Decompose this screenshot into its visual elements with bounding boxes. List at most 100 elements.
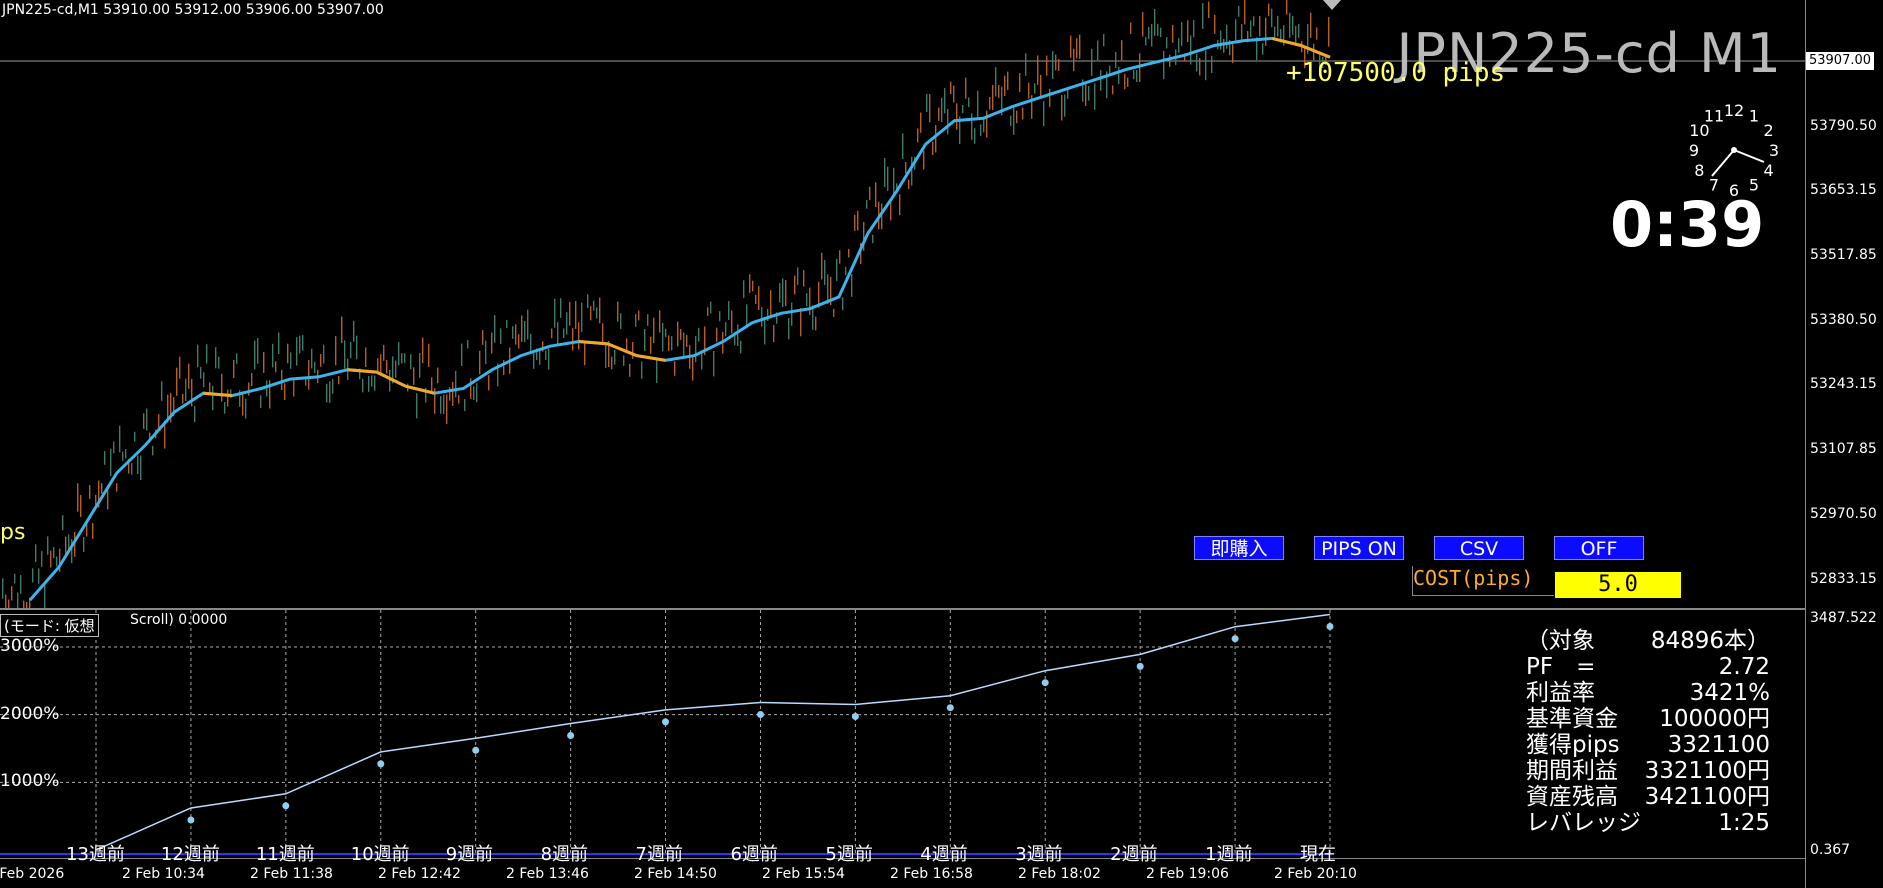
stat-value: 3421% (1689, 680, 1770, 706)
candle (503, 360, 505, 375)
candle (599, 297, 601, 324)
candle (827, 274, 829, 304)
candle (95, 494, 97, 505)
candle (53, 547, 55, 559)
time-axis-label: 2 Feb 15:54 (762, 866, 845, 882)
candle (650, 336, 652, 354)
candle (557, 322, 559, 344)
pips-on-button[interactable]: PIPS ON (1314, 536, 1404, 560)
candle (1325, 54, 1327, 65)
candle (527, 309, 529, 340)
week-label: 6週前 (730, 844, 778, 865)
candle (1085, 82, 1087, 106)
candle (947, 109, 949, 135)
mode-label[interactable]: (モード: 仮想 (0, 614, 99, 637)
candle (311, 348, 313, 369)
candle (314, 361, 316, 374)
candle (1109, 65, 1111, 74)
csv-button[interactable]: CSV (1434, 536, 1524, 560)
time-axis-label: 2 Feb 13:46 (506, 866, 589, 882)
candle (356, 335, 358, 360)
equity-point (662, 718, 669, 726)
candle (1238, 5, 1240, 17)
stat-row: 基準資金 100000円 (1526, 706, 1770, 732)
candle (674, 361, 676, 376)
ma-down-segment (376, 370, 407, 388)
candle (206, 344, 208, 364)
candle (587, 294, 589, 309)
ma-down-segment (1271, 36, 1302, 47)
candle (881, 203, 883, 230)
candle (242, 391, 244, 416)
stat-row: （対象 84896本） (1526, 628, 1770, 654)
candle (401, 353, 403, 364)
buy-now-button[interactable]: 即購入 (1194, 536, 1284, 560)
candle (383, 344, 385, 361)
candle (1328, 16, 1330, 47)
time-axis-border (0, 858, 1806, 859)
candle (869, 186, 871, 201)
candle (785, 279, 787, 307)
candle (476, 383, 478, 403)
equity-chart[interactable] (0, 610, 1806, 858)
stat-label: 基準資金 (1526, 706, 1618, 732)
candle (212, 385, 214, 411)
candle (920, 112, 922, 133)
stat-label: 獲得pips (1526, 732, 1620, 758)
candle (974, 128, 976, 144)
equity-point (851, 713, 859, 720)
candle (836, 258, 838, 281)
candle (332, 378, 334, 394)
candle (935, 125, 937, 153)
time-axis-label: 2 Feb 14:50 (634, 866, 717, 882)
candle (776, 312, 778, 324)
candle (1052, 50, 1054, 80)
candle (842, 297, 844, 311)
week-label: 1週前 (1205, 844, 1253, 865)
candle (236, 353, 238, 364)
candle (245, 398, 247, 419)
candle (962, 105, 964, 114)
price-chart[interactable] (0, 0, 1806, 608)
ma-down-segment (203, 391, 233, 398)
cost-input[interactable]: 5.0 (1555, 572, 1681, 598)
candle (539, 350, 541, 365)
candle (497, 363, 499, 387)
week-label: 13週前 (66, 844, 125, 865)
window-separator[interactable] (0, 608, 1806, 610)
candle (767, 308, 769, 322)
candle (1205, 50, 1207, 81)
candle (575, 301, 577, 329)
candle (1310, 12, 1312, 38)
candle (1172, 24, 1174, 43)
candle (572, 328, 574, 351)
candle (1253, 16, 1255, 27)
clock-number: 4 (1764, 161, 1774, 180)
candle (467, 340, 469, 349)
candle (149, 432, 151, 443)
candle (656, 358, 658, 383)
candle (1094, 83, 1096, 110)
candle (1250, 20, 1252, 37)
candle (290, 352, 292, 369)
candle (1196, 53, 1198, 72)
candle (1061, 95, 1063, 121)
bar-countdown-timer: 0:39 (1610, 188, 1765, 261)
candle (617, 301, 619, 322)
candle (1028, 82, 1030, 99)
candle (1157, 23, 1159, 36)
candle (101, 483, 103, 494)
ma-down-segment (347, 368, 377, 374)
candle (851, 274, 853, 297)
candle (122, 451, 124, 461)
stat-label: （対象 (1526, 628, 1595, 654)
candle (779, 283, 781, 303)
off-button[interactable]: OFF (1554, 536, 1644, 560)
candle (104, 451, 106, 465)
candle (803, 270, 805, 287)
candle (65, 536, 67, 555)
candle (719, 311, 721, 322)
week-label: 4週前 (920, 844, 968, 865)
candle (299, 335, 301, 354)
